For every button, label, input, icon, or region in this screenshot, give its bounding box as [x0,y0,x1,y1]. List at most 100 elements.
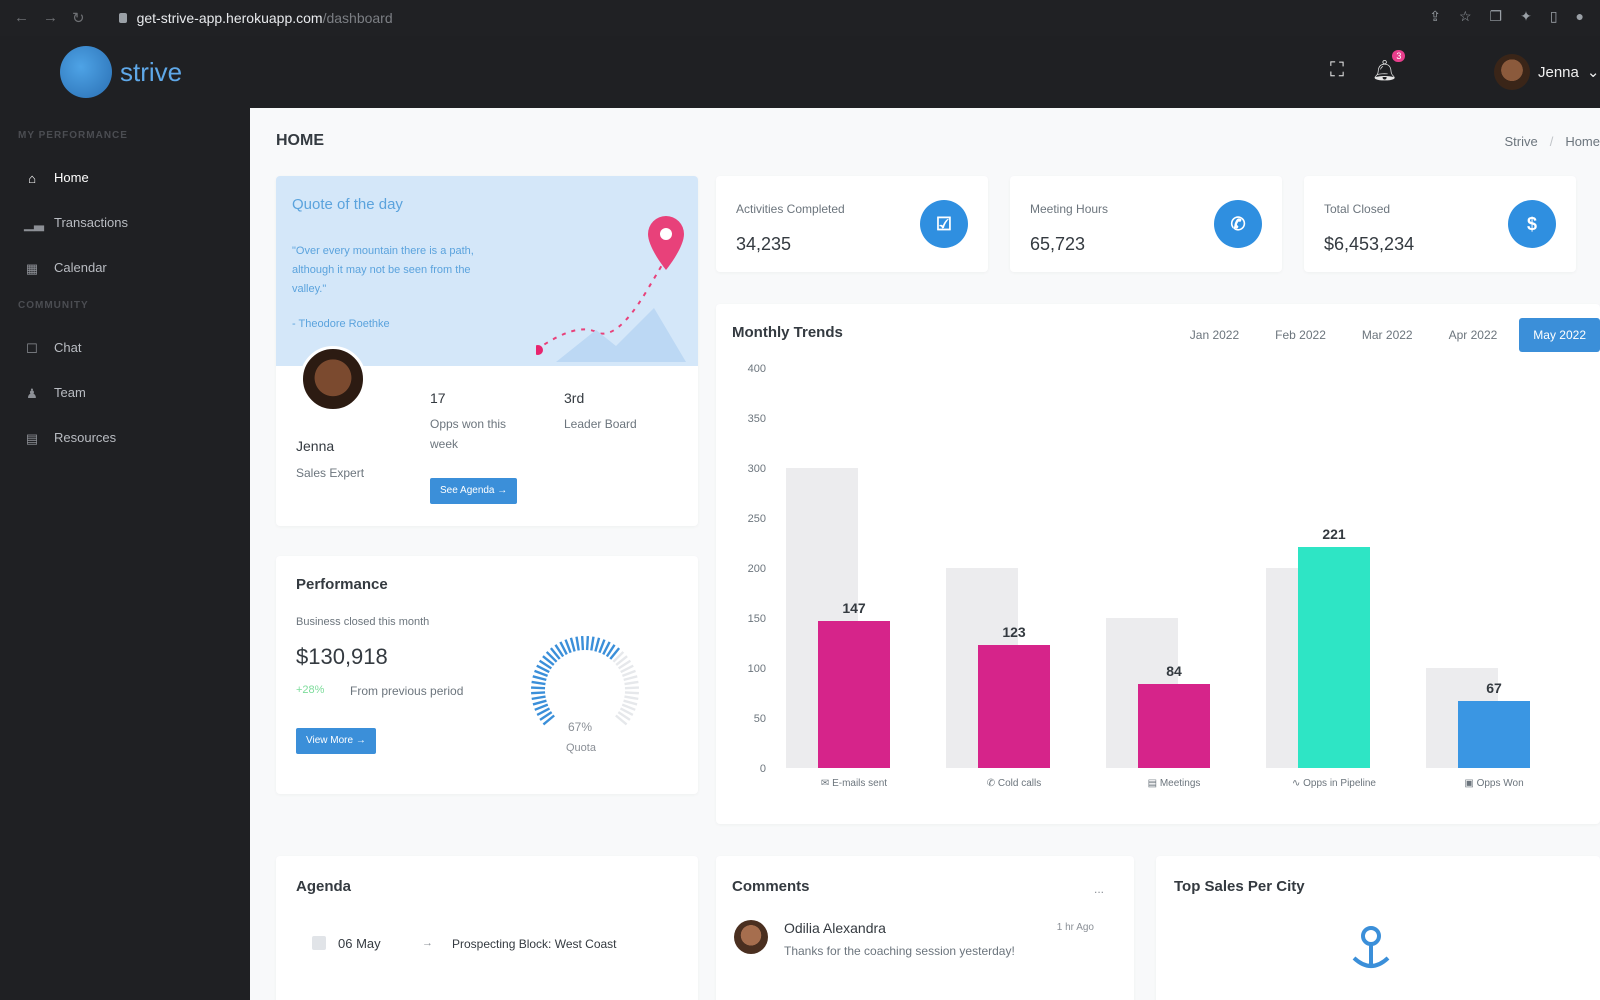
gauge-tick [549,647,561,660]
view-more-button[interactable]: View More → [296,728,376,754]
profile-role: Sales Expert [296,466,365,480]
bar [1298,547,1370,768]
stat-label: Activities Completed [736,202,845,216]
stat-label: Total Closed [1324,202,1391,216]
location-pin-icon [1352,926,1390,968]
team-icon: ♟ [26,385,38,401]
data-label: 67 [1486,680,1502,696]
sidebar-item-calendar[interactable]: ▦ Calendar [0,245,250,290]
user-name: Jenna [1538,63,1579,81]
gauge-tick [615,714,628,726]
profile-icon[interactable]: ● [1575,8,1584,24]
bar [818,621,890,768]
comment-time: 1 hr Ago [1056,922,1094,933]
sidebar-item-home[interactable]: ⌂ Home [0,155,250,200]
sidepanel-icon[interactable]: ▯ [1549,8,1558,24]
performance-value: $130,918 [296,644,388,669]
gauge-tick [531,686,546,690]
see-agenda-button[interactable]: See Agenda → [430,478,518,504]
gauge-value: 67% [568,720,593,734]
forward-icon[interactable]: → [43,9,58,26]
gauge-tick [623,675,638,682]
gauge-tick [559,641,568,655]
data-label: 147 [842,600,866,616]
browser-actions: ⇪ ☆ ❐ ✦ ▯ ● [1429,8,1584,25]
data-label: 123 [1002,624,1026,640]
window-icon[interactable]: ❐ [1489,8,1503,24]
notification-badge: 3 [1392,50,1406,62]
calendar-icon: ▦ [25,260,39,276]
sidebar-item-team[interactable]: ♟ Team [0,370,250,415]
comments-card: Comments ... Odilia Alexandra 1 hr Ago T… [716,856,1134,1000]
brand-logo[interactable]: strive [60,46,182,98]
profile-name: Jenna [296,438,335,454]
gauge-tick [542,714,555,726]
back-icon[interactable]: ← [14,9,29,26]
agenda-title: Agenda [296,878,352,895]
chart-icon: ▁▃ [24,215,44,231]
breadcrumb-item[interactable]: Strive [1504,134,1538,149]
y-tick-label: 200 [748,563,766,575]
gauge-tick [617,659,632,670]
tab-mar-2022[interactable]: Mar 2022 [1361,328,1413,342]
agenda-card: Agenda 06 May → Prospecting Block: West … [276,856,698,1000]
gauge-tick [554,644,565,658]
bell-icon[interactable]: 🔔︎ 3 [1372,50,1406,83]
sidebar-item-label: Transactions [54,215,128,230]
sidebar-item-label: Calendar [54,260,107,275]
sidebar-item-transactions[interactable]: ▁▃ Transactions [0,200,250,245]
gauge-tick [536,707,551,717]
reload-icon[interactable]: ↻ [72,10,85,27]
chat-icon: ☐ [26,340,38,356]
calendar-icon [312,936,326,950]
tab-feb-2022[interactable]: Feb 2022 [1275,328,1326,342]
y-tick-label: 350 [748,413,766,425]
quota-gauge [531,636,639,726]
gauge-tick [609,647,621,660]
tab-apr-2022[interactable]: Apr 2022 [1448,328,1498,342]
quote-of-the-day: Quote of the day "Over every mountain th… [276,176,698,366]
stat-value: 65,723 [1030,234,1086,254]
avatar [1494,54,1530,90]
y-tick-label: 150 [748,613,766,625]
sidebar-section-title: COMMUNITY [18,300,89,311]
sidebar-item-chat[interactable]: ☐ Chat [0,325,250,370]
share-icon[interactable]: ⇪ [1429,8,1441,24]
browser-toolbar: ← → ↻ get-strive-app.herokuapp.com/dashb… [0,0,1600,36]
extensions-icon[interactable]: ✦ [1520,8,1532,24]
breadcrumb-item: Home [1565,134,1600,149]
gauge-tick [605,644,616,658]
fullscreen-icon[interactable]: ⛶ [1330,59,1344,81]
sidebar-item-label: Team [54,385,86,400]
sidebar: MY PERFORMANCE ⌂ Home ▁▃ Transactions ▦ … [0,108,250,1000]
agenda-event[interactable]: Prospecting Block: West Coast [452,937,617,951]
breadcrumb: Strive / Home [1504,134,1600,149]
gauge-tick [534,703,549,711]
comment-author[interactable]: Odilia Alexandra [784,920,886,936]
gauge-tick [569,637,576,652]
data-label: 84 [1166,663,1182,679]
sidebar-item-resources[interactable]: ▤ Resources [0,415,250,460]
tab-may-2022[interactable]: May 2022 [1519,318,1600,352]
gauge-tick [532,675,547,682]
address-bar[interactable]: get-strive-app.herokuapp.com/dashboard [118,10,393,26]
check-icon: ☑ [920,200,968,248]
user-menu[interactable]: Jenna ⌄ [1494,54,1599,90]
brand-name: strive [120,56,183,87]
star-icon[interactable]: ☆ [1458,8,1472,24]
gauge-tick [612,651,625,663]
map-path-illustration-icon [536,216,686,362]
top-sales-title: Top Sales Per City [1174,878,1305,895]
app-header: strive ⛶ 🔔︎ 3 Jenna ⌄ [0,36,1600,108]
total-closed-card: Total Closed $6,453,234 $ [1304,176,1576,272]
tab-jan-2022[interactable]: Jan 2022 [1189,328,1240,342]
more-options-icon[interactable]: ... [1093,882,1104,896]
leaderboard-rank-label: Leader Board [564,417,637,431]
browser-nav: ← → ↻ [14,9,85,27]
gauge-tick [536,664,550,674]
gauge-tick [590,636,595,651]
meeting-hours-card: Meeting Hours 65,723 ✆ [1010,176,1282,272]
x-tick-label: ▣ Opps Won [1464,778,1523,789]
avatar [734,920,768,954]
gauge-tick [620,664,634,674]
